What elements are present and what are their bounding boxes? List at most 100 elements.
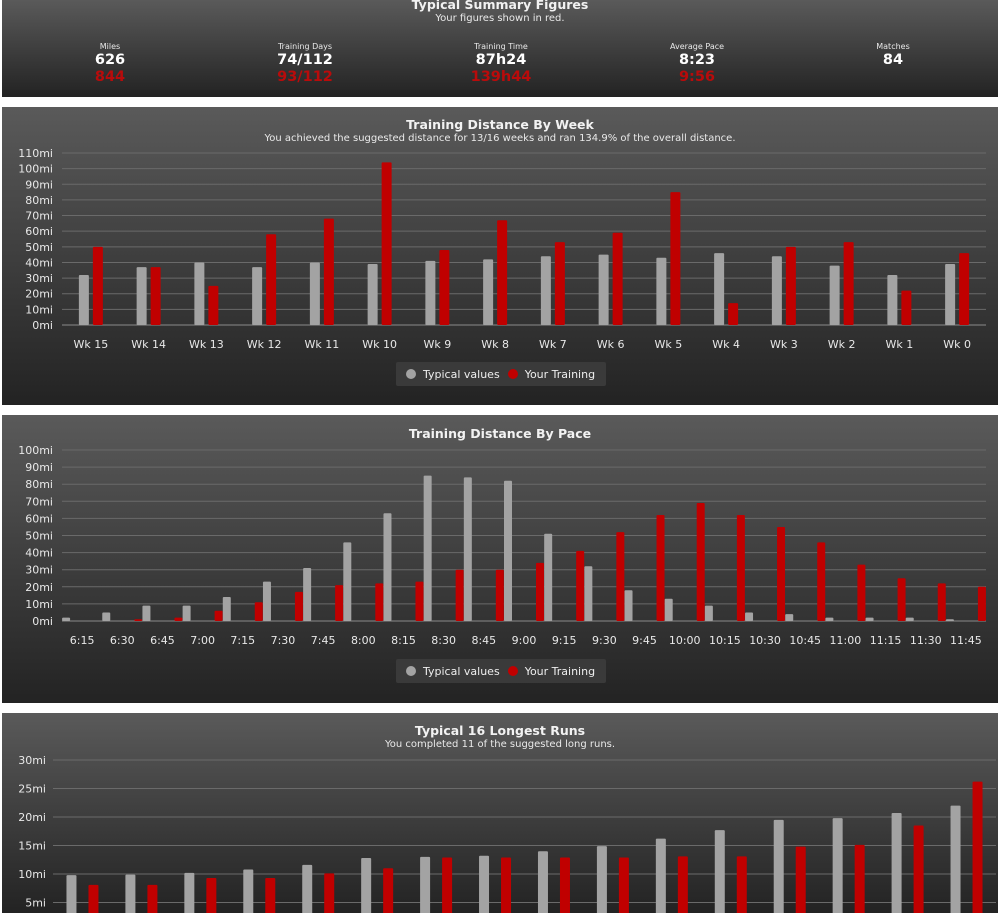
legend-label: Your Training — [524, 664, 596, 678]
stat-value: 74/112 — [277, 52, 333, 68]
bar-typical — [656, 257, 667, 325]
x-tick-label: Wk 1 — [886, 338, 914, 351]
x-tick-label: Wk 15 — [74, 338, 109, 351]
bar-typical — [222, 597, 231, 621]
bar-your-training — [381, 162, 392, 325]
bar-your-training — [383, 868, 394, 913]
stat-matches: Matches 84 — [813, 42, 973, 69]
bar-your-training — [324, 873, 335, 913]
bar-typical — [785, 614, 794, 621]
x-tick-label: Wk 14 — [131, 338, 166, 351]
legend-dot — [507, 666, 518, 676]
x-tick-label: 9:15 — [552, 634, 577, 647]
bar-your-training — [495, 569, 504, 621]
y-tick-label: 20mi — [25, 288, 53, 301]
stat-training-days: Training Days 74/112 93/112 — [225, 42, 385, 85]
bar-your-training — [959, 253, 970, 325]
bar-typical — [361, 858, 372, 913]
bar-your-training — [214, 610, 223, 621]
bar-typical — [537, 851, 548, 913]
x-tick-label: Wk 2 — [828, 338, 856, 351]
bar-your-training — [554, 242, 565, 325]
bar-your-training — [415, 581, 424, 621]
legend-item-typical[interactable]: Typical values — [406, 368, 500, 381]
x-tick-label: 9:30 — [592, 634, 617, 647]
bar-typical — [865, 617, 874, 621]
x-tick-label: 9:45 — [632, 634, 657, 647]
bar-typical — [540, 256, 551, 325]
x-tick-label: 11:45 — [950, 634, 982, 647]
bar-your-training — [972, 781, 983, 913]
x-tick-label: 10:00 — [669, 634, 701, 647]
x-tick-label: Wk 0 — [943, 338, 971, 351]
y-tick-label: 0mi — [32, 319, 53, 332]
legend-item-yours[interactable]: Your Training — [507, 664, 596, 678]
x-tick-label: 9:00 — [512, 634, 537, 647]
y-tick-label: 50mi — [25, 241, 53, 254]
bar-your-training — [612, 232, 623, 325]
bar-your-training — [616, 532, 625, 621]
bar-typical — [142, 605, 151, 621]
bar-your-training — [854, 844, 865, 913]
x-tick-label: 11:30 — [910, 634, 942, 647]
bar-typical — [303, 567, 312, 621]
bar-your-training — [208, 285, 219, 325]
bar-your-training — [728, 303, 739, 325]
x-tick-label: 10:45 — [789, 634, 821, 647]
bar-typical — [945, 619, 954, 621]
y-tick-label: 40mi — [25, 256, 53, 269]
bar-your-training — [696, 503, 705, 621]
bar-typical — [504, 480, 512, 621]
bar-your-training — [777, 526, 786, 621]
bar-typical — [463, 477, 472, 621]
y-tick-label: 80mi — [25, 194, 53, 207]
bar-typical — [62, 617, 71, 621]
y-tick-label: 70mi — [25, 210, 53, 223]
bar-typical — [704, 605, 713, 621]
legend-item-typical[interactable]: Typical values — [406, 665, 500, 678]
bar-typical — [383, 513, 392, 621]
legend-label: Typical values — [423, 367, 500, 381]
legend-label: Typical values — [423, 664, 500, 678]
bar-your-training — [536, 562, 544, 621]
stat-miles: Miles 626 844 — [30, 42, 190, 85]
bar-typical — [655, 838, 666, 913]
y-tick-label: 60mi — [25, 225, 53, 238]
bar-typical — [479, 855, 490, 913]
y-tick-label: 10mi — [25, 598, 53, 611]
bar-your-training — [266, 234, 277, 325]
bar-your-training — [857, 564, 866, 621]
bar-typical — [367, 264, 378, 325]
chart-legend: Typical values Your Training — [396, 362, 606, 386]
bar-your-training — [843, 242, 854, 325]
bar-your-training — [913, 825, 924, 913]
bar-your-training — [937, 583, 946, 621]
y-tick-label: 100mi — [18, 444, 53, 457]
bar-your-training — [736, 856, 747, 913]
chart-title: Training Distance By Week — [406, 117, 594, 132]
bar-typical — [950, 805, 961, 913]
x-tick-label: Wk 5 — [655, 338, 683, 351]
bar-your-training — [785, 246, 796, 325]
y-tick-label: 70mi — [25, 495, 53, 508]
x-tick-label: Wk 9 — [424, 338, 452, 351]
bar-typical — [125, 874, 136, 913]
bar-typical — [887, 274, 898, 325]
bar-your-training — [559, 857, 570, 913]
bar-your-training — [265, 877, 276, 913]
summary-panel: Typical Summary Figures Your figures sho… — [2, 0, 998, 97]
y-tick-label: 5mi — [25, 897, 46, 910]
pace-distance-chart: 0mi 10mi 20mi 30mi 40mi 50mi 60mi 70mi 80mi 90mi 1… — [18, 444, 986, 647]
legend-item-yours[interactable]: Your Training — [507, 368, 595, 381]
x-tick-label: 7:30 — [271, 634, 296, 647]
summary-subtitle: Your figures shown in red. — [435, 13, 565, 24]
bar-your-training — [174, 617, 183, 621]
bar-typical — [945, 264, 956, 325]
x-tick-label: 11:00 — [830, 634, 862, 647]
pace-chart-panel: Training Distance By Pace 0mi 10mi 20mi 30m… — [2, 415, 998, 703]
y-tick-label: 30mi — [25, 564, 53, 577]
bar-your-training — [618, 857, 629, 913]
bar-your-training — [677, 856, 688, 913]
bar-your-training — [497, 220, 508, 325]
stat-value: 8:23 — [678, 52, 716, 68]
